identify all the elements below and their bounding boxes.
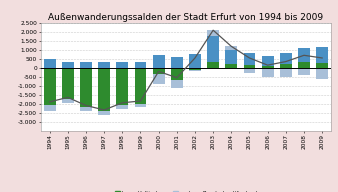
Legend: Innerstädtisch, übriges Thüringen, anderes Bundesland/Ausland, Gesamtsaldo: Innerstädtisch, übriges Thüringen, ander… [115,190,257,192]
Bar [262,56,273,66]
Bar [62,68,74,99]
Bar [153,68,165,74]
Bar [44,59,55,68]
Bar [207,62,219,68]
Bar [116,68,128,105]
Bar [189,70,201,71]
Bar [298,48,310,62]
Bar [262,66,273,68]
Bar [171,80,183,89]
Bar [280,64,292,68]
Bar [280,53,292,64]
Bar [280,68,292,77]
Bar [98,68,110,111]
Bar [298,68,310,75]
Bar [225,64,237,68]
Bar [244,65,256,68]
Bar [225,50,237,64]
Bar [135,62,146,68]
Bar [171,68,183,80]
Bar [244,68,256,73]
Bar [171,57,183,68]
Bar [298,62,310,68]
Bar [80,107,92,111]
Bar [98,62,110,68]
Bar [316,68,328,79]
Bar [207,30,219,36]
Bar [98,111,110,115]
Bar [189,68,201,70]
Bar [225,46,237,50]
Bar [153,55,165,68]
Bar [153,74,165,84]
Bar [262,68,273,77]
Bar [316,63,328,68]
Bar [62,99,74,103]
Bar [135,104,146,107]
Bar [135,68,146,104]
Bar [116,62,128,68]
Bar [80,62,92,68]
Bar [207,36,219,62]
Bar [80,68,92,107]
Bar [44,68,55,105]
Bar [244,53,256,65]
Bar [44,105,55,111]
Bar [62,62,74,68]
Bar [316,47,328,63]
Title: Außenwanderungssalden der Stadt Erfurt von 1994 bis 2009: Außenwanderungssalden der Stadt Erfurt v… [48,13,323,22]
Bar [116,105,128,109]
Bar [189,54,201,68]
